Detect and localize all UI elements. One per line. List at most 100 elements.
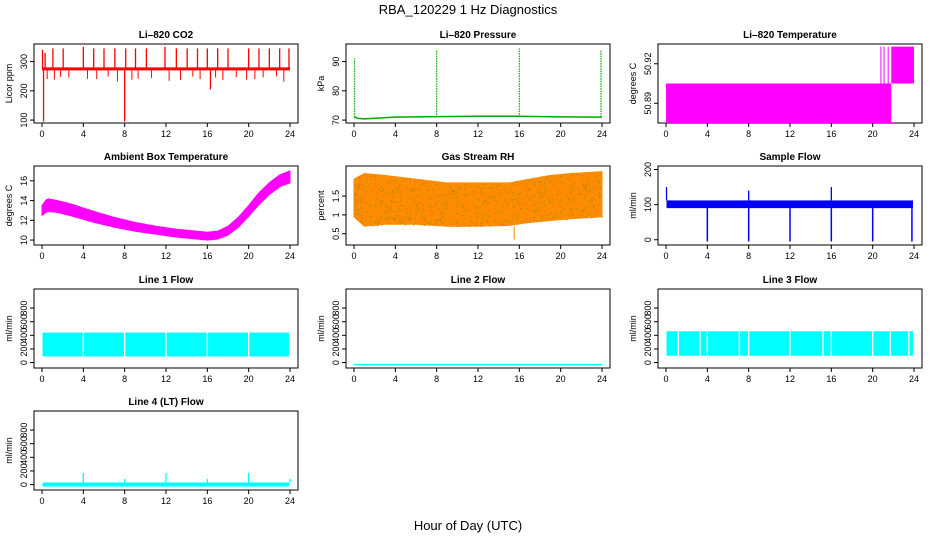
data-point (499, 220, 501, 222)
data-point (404, 223, 407, 226)
data-point (528, 198, 530, 200)
data-point (558, 202, 560, 204)
data-point (361, 202, 363, 204)
data-point (478, 198, 480, 201)
data-point (357, 200, 360, 202)
data-point (534, 217, 536, 219)
data-point (593, 186, 596, 188)
data-point (439, 214, 441, 217)
data-point (359, 207, 362, 209)
data-point (568, 214, 570, 216)
data-point (378, 220, 380, 222)
data-point (484, 212, 487, 214)
data-point (560, 181, 562, 183)
data-point (478, 199, 480, 201)
x-tick-label: 12 (473, 129, 483, 139)
data-point (426, 182, 428, 184)
data-point (476, 215, 478, 217)
data-point (374, 176, 376, 178)
data-point (355, 201, 358, 203)
data-point (383, 211, 385, 214)
x-tick-label: 24 (597, 251, 607, 261)
data-point (525, 182, 528, 184)
data-point (601, 216, 603, 218)
chart-title: Ambient Box Temperature (104, 152, 229, 163)
data-point (582, 209, 585, 212)
data-point (398, 215, 400, 217)
data-point (521, 208, 523, 210)
data-point (443, 204, 446, 206)
data-point (596, 180, 598, 182)
data-point (544, 194, 546, 196)
data-point (483, 201, 485, 203)
x-tick-label: 4 (81, 496, 86, 506)
data-point (379, 201, 382, 203)
x-tick-label: 16 (202, 251, 212, 261)
data-point (406, 218, 408, 220)
data-point (429, 185, 431, 188)
data-point (413, 202, 415, 204)
data-point (519, 193, 521, 195)
data-point (386, 219, 388, 221)
data-point (591, 172, 593, 175)
data-point (390, 180, 392, 182)
data-point (398, 218, 400, 220)
data-point (504, 198, 507, 200)
y-tick-label: 0 (331, 360, 341, 365)
data-point (452, 189, 454, 192)
series-line (354, 115, 602, 120)
x-tick-label: 4 (81, 251, 86, 261)
data-point (599, 194, 601, 197)
x-tick-label: 4 (393, 251, 398, 261)
data-point (415, 207, 417, 209)
data-point (540, 184, 542, 186)
data-point (598, 192, 600, 194)
data-point (462, 206, 464, 208)
data-point (445, 194, 447, 196)
data-point (375, 204, 377, 206)
data-point (399, 184, 401, 186)
data-point (359, 211, 361, 213)
data-point (406, 187, 408, 189)
data-point (525, 214, 528, 216)
data-point (596, 189, 598, 191)
data-point (540, 196, 542, 198)
data-point (382, 188, 385, 190)
data-point (359, 197, 361, 199)
data-point (517, 219, 519, 221)
y-axis-label: degrees C (4, 184, 14, 226)
data-point (440, 203, 442, 205)
data-point (535, 209, 537, 212)
data-point (417, 208, 419, 211)
x-tick-label: 4 (705, 251, 710, 261)
data-point (486, 196, 489, 199)
data-point (493, 184, 495, 186)
data-point (414, 187, 416, 190)
data-point (568, 199, 570, 201)
data-point (515, 218, 518, 220)
data-point (379, 190, 382, 192)
data-point (470, 185, 472, 187)
data-point (493, 195, 496, 197)
data-point (553, 213, 556, 216)
data-point (394, 218, 396, 220)
data-point (415, 210, 418, 212)
data-point (470, 220, 472, 222)
data-point (354, 184, 356, 187)
data-point (597, 205, 600, 207)
data-point (485, 215, 487, 217)
data-point (544, 187, 547, 189)
data-point (408, 218, 410, 221)
x-tick-label: 24 (285, 374, 295, 384)
data-point (358, 183, 360, 186)
data-point (422, 182, 425, 185)
data-point (496, 212, 498, 214)
data-point (412, 189, 414, 191)
x-tick-label: 0 (39, 496, 44, 506)
data-point (490, 187, 492, 189)
data-point (476, 221, 478, 223)
data-point (540, 206, 542, 208)
x-tick-label: 4 (81, 129, 86, 139)
data-point (513, 204, 515, 206)
data-point (534, 210, 536, 212)
